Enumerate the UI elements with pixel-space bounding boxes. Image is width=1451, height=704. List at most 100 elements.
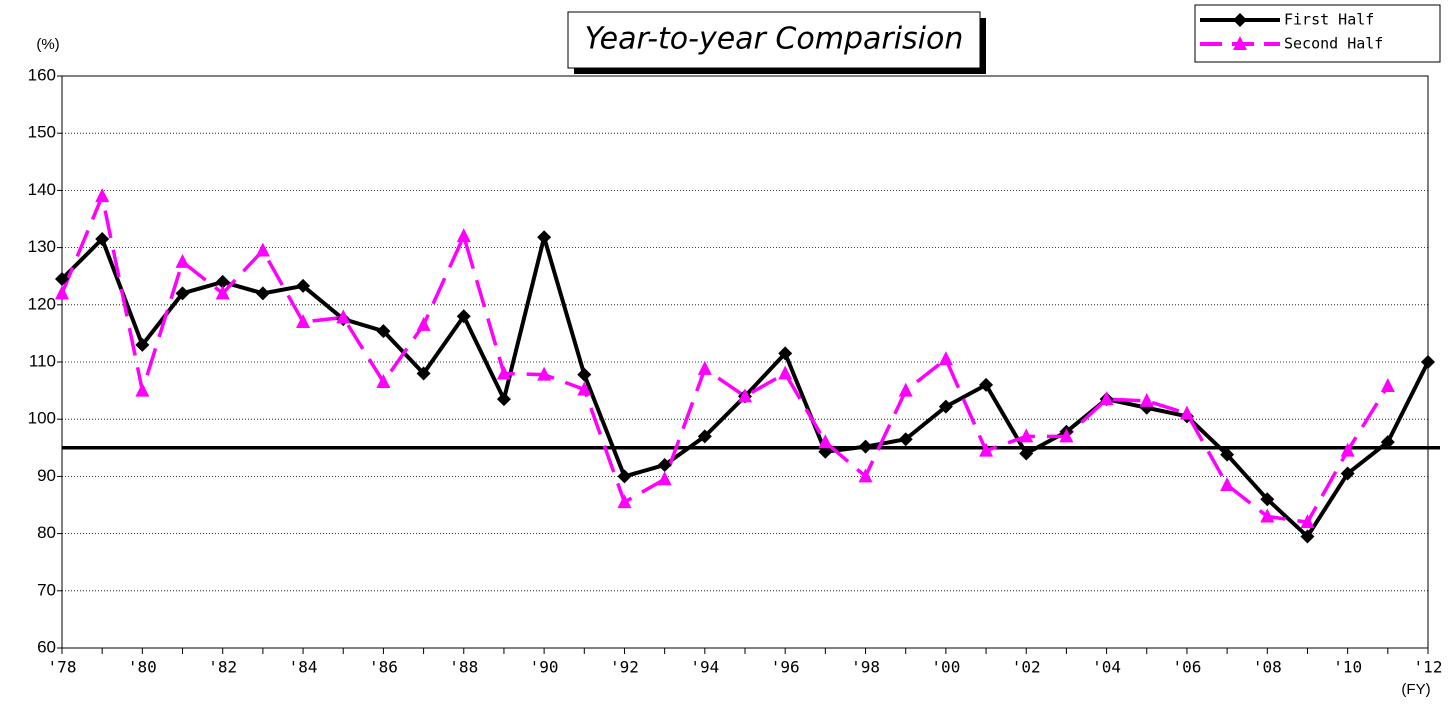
x-tick-label: '90 xyxy=(530,658,559,677)
point-marker xyxy=(1019,446,1034,461)
y-tick-label: 100 xyxy=(28,409,56,428)
point-marker xyxy=(1340,466,1355,481)
point-marker xyxy=(1300,514,1315,529)
x-tick-label: '12 xyxy=(1414,658,1443,677)
y-tick-label: 60 xyxy=(37,637,56,656)
point-marker xyxy=(336,309,351,324)
chart-title: Year-to-year Comparision xyxy=(585,22,964,57)
point-marker xyxy=(657,457,672,472)
point-marker xyxy=(1380,378,1395,393)
point-marker xyxy=(1300,529,1315,544)
legend-box xyxy=(1194,4,1441,63)
point-marker xyxy=(95,232,110,247)
y-tick-label: 140 xyxy=(28,180,56,199)
point-marker xyxy=(979,442,994,457)
point-marker xyxy=(215,285,230,300)
point-marker xyxy=(898,432,913,447)
point-marker xyxy=(738,388,752,403)
point-marker xyxy=(858,468,873,483)
point-marker xyxy=(1179,405,1194,420)
y-tick-label: 130 xyxy=(28,237,56,256)
point-marker xyxy=(55,272,69,287)
point-marker xyxy=(416,316,431,331)
x-tick-label: '04 xyxy=(1092,658,1121,677)
point-marker xyxy=(1421,355,1435,369)
x-tick-label: '02 xyxy=(1012,658,1041,677)
point-marker xyxy=(979,377,994,392)
point-marker xyxy=(938,351,953,366)
y-tick-label: 120 xyxy=(28,294,56,313)
point-marker xyxy=(657,471,672,486)
x-tick-label: '00 xyxy=(931,658,960,677)
point-marker xyxy=(456,228,471,243)
x-tick-label: '78 xyxy=(48,658,77,677)
y-tick-label: 160 xyxy=(28,65,56,84)
legend-label: Second Half xyxy=(1284,35,1383,53)
x-tick-label: '82 xyxy=(208,658,237,677)
point-marker xyxy=(215,274,230,289)
point-marker xyxy=(296,278,311,293)
legend-label: First Half xyxy=(1284,11,1374,29)
x-axis-label: (FY) xyxy=(1401,681,1430,698)
point-marker xyxy=(255,286,270,301)
point-marker xyxy=(456,309,471,324)
x-tick-label: '96 xyxy=(771,658,800,677)
point-marker xyxy=(778,346,793,361)
y-tick-label: 150 xyxy=(28,123,56,142)
title-box xyxy=(567,11,981,69)
point-marker xyxy=(1340,442,1355,457)
point-marker xyxy=(938,399,953,414)
legend-marker xyxy=(1233,13,1247,27)
x-tick-label: '86 xyxy=(369,658,398,677)
point-marker xyxy=(416,366,431,381)
point-marker xyxy=(376,374,391,389)
point-marker xyxy=(617,494,632,509)
point-marker xyxy=(1220,447,1235,462)
point-marker xyxy=(1059,428,1074,443)
point-marker xyxy=(818,434,833,449)
x-tick-label: '80 xyxy=(128,658,157,677)
point-marker xyxy=(697,429,712,444)
point-marker xyxy=(1099,391,1114,406)
point-marker xyxy=(1220,476,1235,491)
y-tick-label: 110 xyxy=(29,351,56,370)
plot-area xyxy=(61,75,1429,649)
point-marker xyxy=(537,230,552,245)
point-marker xyxy=(778,365,793,380)
point-marker xyxy=(135,382,150,397)
point-marker xyxy=(95,188,110,203)
x-tick-label: '06 xyxy=(1172,658,1201,677)
x-tick-label: '10 xyxy=(1333,658,1362,677)
y-axis-label: (%) xyxy=(36,36,59,53)
point-marker xyxy=(55,285,69,300)
point-marker xyxy=(577,367,592,382)
x-tick-label: '88 xyxy=(449,658,478,677)
x-tick-label: '84 xyxy=(289,658,318,677)
point-marker xyxy=(1139,392,1154,407)
point-marker xyxy=(296,313,311,328)
point-marker xyxy=(1380,435,1395,450)
point-marker xyxy=(898,382,913,397)
series-line xyxy=(60,194,1390,524)
point-marker xyxy=(496,365,511,380)
point-marker xyxy=(255,242,270,257)
point-marker xyxy=(697,360,712,375)
point-marker xyxy=(858,439,873,454)
y-tick-label: 80 xyxy=(37,523,56,542)
point-marker xyxy=(1260,492,1275,507)
point-marker xyxy=(818,444,833,459)
point-marker xyxy=(577,381,592,396)
point-marker xyxy=(135,337,150,352)
point-marker xyxy=(376,324,391,339)
x-tick-label: '08 xyxy=(1253,658,1282,677)
point-marker xyxy=(617,469,632,484)
point-marker xyxy=(537,366,552,381)
point-marker xyxy=(1260,508,1275,523)
point-marker xyxy=(496,392,511,407)
point-marker xyxy=(1019,428,1034,443)
point-marker xyxy=(175,253,190,268)
x-tick-label: '98 xyxy=(851,658,880,677)
x-tick-label: '94 xyxy=(690,658,719,677)
point-marker xyxy=(175,286,190,301)
